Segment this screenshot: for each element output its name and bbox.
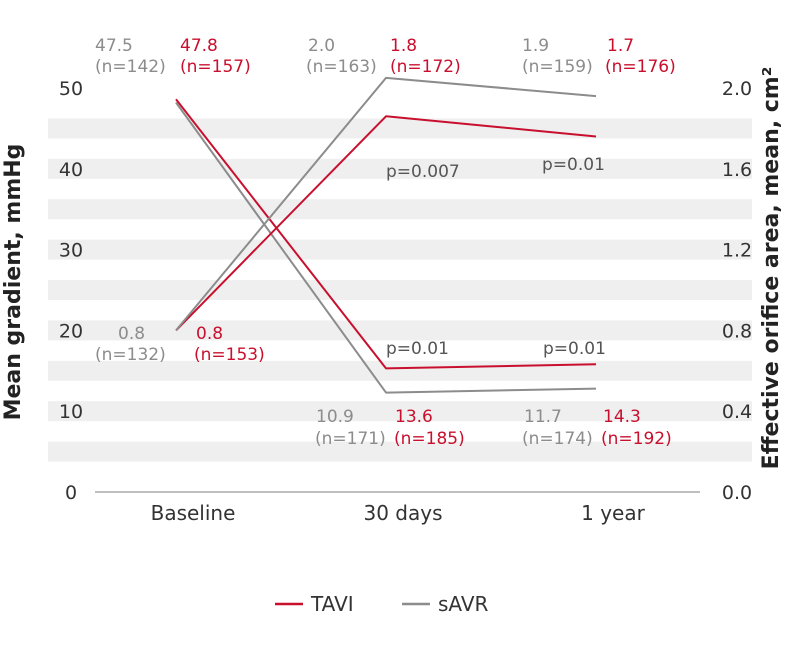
annotation-gb-tavi-n: (n=157) xyxy=(180,57,251,77)
grid-band xyxy=(48,320,752,341)
y-left-tick-label: 40 xyxy=(59,159,83,181)
series-lines xyxy=(175,76,597,394)
grid-band xyxy=(48,158,752,179)
annotation-eb-savr-v: 0.8 xyxy=(118,324,145,344)
annotation-e30-tavi-n: (n=172) xyxy=(390,57,461,77)
annotation-g30-savr-n: (n=171) xyxy=(315,429,386,449)
y-left-tick-label: 20 xyxy=(59,320,83,342)
y-right-tick-label: 1.6 xyxy=(722,159,752,181)
grid-band xyxy=(48,199,752,220)
annotation-e30-savr-n: (n=163) xyxy=(306,57,377,77)
series-line-tavi-eoa xyxy=(175,115,597,332)
annotation-p-g-1y: p=0.01 xyxy=(543,339,606,359)
grid-band xyxy=(48,239,752,260)
annotation-e1y-savr-v: 1.9 xyxy=(522,36,549,56)
grid-bands xyxy=(48,118,752,462)
annotation-g1y-savr-v: 11.7 xyxy=(524,407,562,427)
annotation-g1y-tavi-n: (n=192) xyxy=(601,429,672,449)
x-tick-label: 1 year xyxy=(581,501,645,525)
grid-band xyxy=(48,360,752,381)
annotation-e1y-savr-n: (n=159) xyxy=(522,57,593,77)
y-right-tick-label: 0.4 xyxy=(722,401,752,423)
grid-band xyxy=(48,118,752,139)
legend-label-savr: sAVR xyxy=(438,592,489,616)
annotation-g1y-tavi-v: 14.3 xyxy=(603,407,641,427)
annotation-e30-tavi-v: 1.8 xyxy=(390,36,417,56)
series-line-savr-eoa xyxy=(175,76,597,332)
right-axis-title: Effective orifice area, mean, cm² xyxy=(759,67,784,470)
legend: TAVI sAVR xyxy=(275,592,489,616)
annotation-g30-tavi-n: (n=185) xyxy=(394,429,465,449)
series-line-tavi-gradient xyxy=(175,98,597,370)
y-right-tick-label: 2.0 xyxy=(722,78,752,100)
x-tick-label: 30 days xyxy=(363,501,442,525)
y-right-tick-label: 1.2 xyxy=(722,240,752,262)
x-tick-label: Baseline xyxy=(151,501,236,525)
annotation-eb-tavi-v: 0.8 xyxy=(196,324,223,344)
annotation-p-eoa-1y: p=0.01 xyxy=(542,155,605,175)
annotation-eb-savr-n: (n=132) xyxy=(95,345,166,365)
annotation-p-g-30: p=0.01 xyxy=(386,339,449,359)
y-right-tick-label: 0.0 xyxy=(722,482,752,504)
grid-band xyxy=(48,401,752,422)
series-line-savr-gradient xyxy=(175,101,597,394)
y-left-tick-label: 30 xyxy=(59,240,83,262)
y-left-tick-label: 0 xyxy=(65,482,77,504)
y-left-tick-label: 50 xyxy=(59,78,83,100)
annotation-eb-tavi-n: (n=153) xyxy=(194,345,265,365)
annotation-g1y-savr-n: (n=174) xyxy=(522,429,593,449)
grid-band xyxy=(48,441,752,462)
annotation-g30-savr-v: 10.9 xyxy=(316,407,354,427)
legend-label-tavi: TAVI xyxy=(310,592,354,616)
annotation-e1y-tavi-v: 1.7 xyxy=(607,36,634,56)
y-left-tick-label: 10 xyxy=(59,401,83,423)
annotation-e30-savr-v: 2.0 xyxy=(308,36,335,56)
left-axis-title: Mean gradient, mmHg xyxy=(1,144,26,421)
annotation-gb-tavi-v: 47.8 xyxy=(180,36,218,56)
annotation-gb-savr-n: (n=142) xyxy=(95,57,166,77)
axis-ticks: 0 10 20 30 40 50 0.0 0.4 0.8 1.2 1.6 2.0 Baseline 30 … xyxy=(59,78,752,525)
y-right-tick-label: 0.8 xyxy=(722,320,752,342)
grid-band xyxy=(48,280,752,300)
annotation-g30-tavi-v: 13.6 xyxy=(395,407,433,427)
annotation-gb-savr-v: 47.5 xyxy=(95,36,133,56)
annotation-e1y-tavi-n: (n=176) xyxy=(605,57,676,77)
annotations: 47.5(n=142)47.8(n=157)2.0(n=163)1.8(n=17… xyxy=(95,36,676,449)
annotation-p-eoa-30: p=0.007 xyxy=(386,162,460,182)
